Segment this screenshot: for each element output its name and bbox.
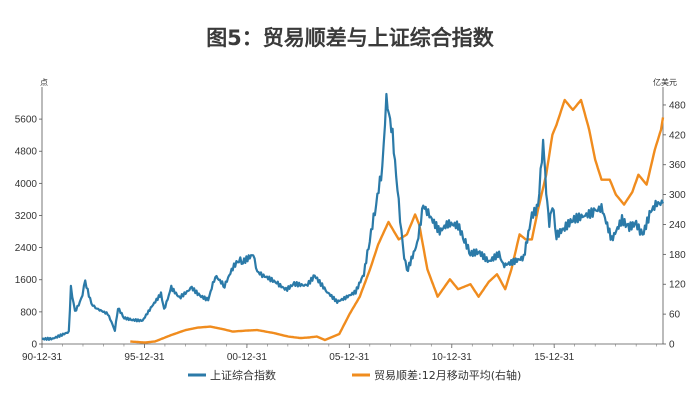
left-tick-label: 3200 (15, 211, 38, 222)
legend: 上证综合指数 贸易顺差:12月移动平均(右轴) (188, 368, 521, 382)
axis-layer: 点 亿美元 0 800 1600 2400 3200 4000 4800 5600 0 60 120 18… (15, 77, 686, 363)
left-tick-label: 4800 (15, 147, 38, 158)
left-axis-unit: 点 (40, 78, 48, 87)
x-tick-label: 95-12-31 (124, 352, 164, 363)
x-tick-label: 10-12-31 (432, 352, 472, 363)
x-tick-label: 15-12-31 (534, 352, 574, 363)
x-tick-label: 90-12-31 (22, 352, 62, 363)
right-tick-label: 300 (669, 190, 686, 201)
left-tick-label: 800 (20, 307, 37, 318)
left-tick-label: 0 (31, 340, 37, 351)
series-line-trade-surplus (130, 98, 665, 344)
left-tick-label: 4000 (15, 179, 38, 190)
legend-label-trade-surplus: 贸易顺差:12月移动平均(右轴) (374, 368, 521, 382)
x-tick-label: 00-12-31 (227, 352, 267, 363)
right-tick-label: 60 (669, 310, 681, 321)
x-tick-label: 05-12-31 (329, 352, 369, 363)
right-tick-label: 120 (669, 280, 686, 291)
left-tick-label: 5600 (15, 115, 38, 126)
right-tick-label: 480 (669, 100, 686, 111)
right-tick-label: 180 (669, 250, 686, 261)
series-layer (41, 92, 665, 344)
chart-title: 图5：贸易顺差与上证综合指数 (206, 26, 494, 50)
legend-label-shanghai-index: 上证综合指数 (210, 368, 276, 382)
right-tick-label: 0 (669, 340, 675, 351)
left-tick-label: 2400 (15, 243, 38, 254)
right-tick-label: 360 (669, 160, 686, 171)
right-tick-label: 240 (669, 220, 686, 231)
series-line-shanghai-index (41, 92, 665, 341)
right-tick-label: 420 (669, 130, 686, 141)
left-tick-label: 1600 (15, 275, 38, 286)
right-axis-unit: 亿美元 (653, 77, 677, 87)
